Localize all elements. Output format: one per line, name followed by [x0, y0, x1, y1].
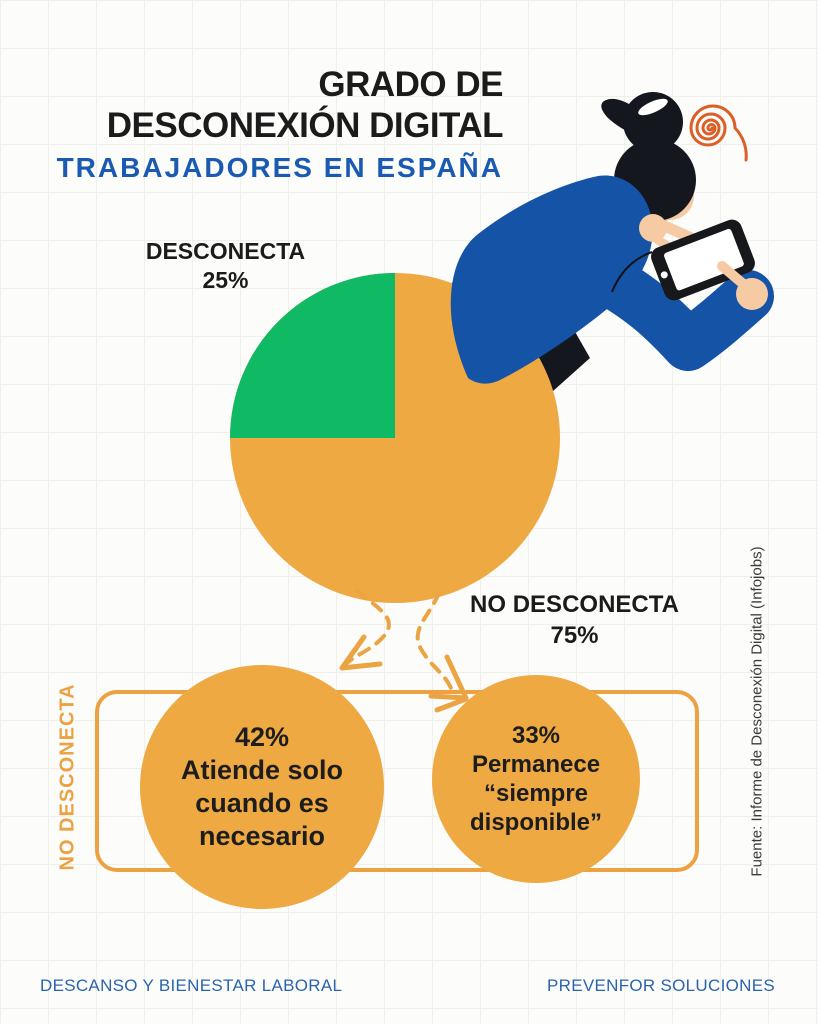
person-torso [450, 175, 653, 384]
person-neck [638, 205, 670, 242]
thumb [653, 235, 691, 263]
phone-home-button [660, 271, 668, 279]
phone-body [651, 219, 755, 301]
hair-bun [623, 92, 683, 152]
smartphone [651, 219, 755, 301]
page-title-line2: DESCONEXIÓN DIGITAL [106, 106, 504, 145]
label-no-desconecta: NO DESCONECTA 75% [462, 589, 687, 651]
hair-highlight [638, 98, 668, 116]
sleeve-seam-line [611, 251, 653, 293]
footer-right-text: PREVENFOR SOLUCIONES [547, 976, 775, 995]
source-note: Fuente: Informe de Desconexión Digital (… [748, 546, 766, 877]
stress-spiral-icon [689, 104, 748, 162]
panel-side-label: NO DESCONECTA [56, 683, 79, 871]
page-subtitle: TRABAJADORES EN ESPAÑA [56, 152, 503, 183]
person-face [646, 172, 694, 220]
arrowhead-left-icon [339, 634, 383, 671]
bubble-42-pct: 42% [234, 722, 290, 752]
label-desconecta: DESCONECTA 25% [138, 237, 313, 295]
pie-slice-desconecta [230, 273, 395, 438]
holding-hand [717, 261, 768, 310]
label-desconecta-pct: 25% [202, 267, 249, 293]
bubble-33-pct: 33% [511, 722, 561, 749]
bubble-33-line1: Permanece [471, 751, 601, 778]
pie-chart [230, 273, 560, 603]
person-hair [614, 139, 696, 221]
bubble-42-line3: necesario [198, 821, 326, 851]
breakdown-bubble-42: 42% Atiende solo cuando es necesario [140, 665, 384, 909]
person-arm [564, 244, 774, 371]
tapping-hand [639, 214, 702, 263]
pie-slice-no-desconecta [230, 273, 560, 603]
bubble-33-line3: disponible” [470, 809, 602, 836]
bubble-33-line2: “siempre [483, 780, 589, 807]
person-garment-wedge [448, 232, 590, 400]
phone-screen [664, 228, 744, 291]
page-title-line1: GRADO DE [318, 65, 503, 104]
bubble-42-line2: cuando es [195, 788, 329, 818]
breakdown-panel-frame [95, 690, 699, 872]
footer-left-text: DESCANSO Y BIENESTAR LABORAL [40, 976, 343, 995]
dashed-arrow-left [343, 589, 391, 667]
ponytail-icon [601, 98, 645, 139]
header: GRADO DE DESCONEXIÓN DIGITAL TRABAJADORE… [56, 64, 504, 186]
index-finger [654, 218, 702, 246]
dashed-arrow-right [415, 591, 454, 693]
label-no-desconecta-pct: 75% [550, 622, 599, 649]
label-desconecta-name: DESCONECTA [145, 238, 306, 264]
bubble-42-line1: Atiende solo [180, 755, 343, 785]
label-no-desconecta-name: NO DESCONECTA [470, 591, 679, 618]
breakdown-bubble-33: 33% Permanece “siempre disponible” [432, 675, 640, 883]
